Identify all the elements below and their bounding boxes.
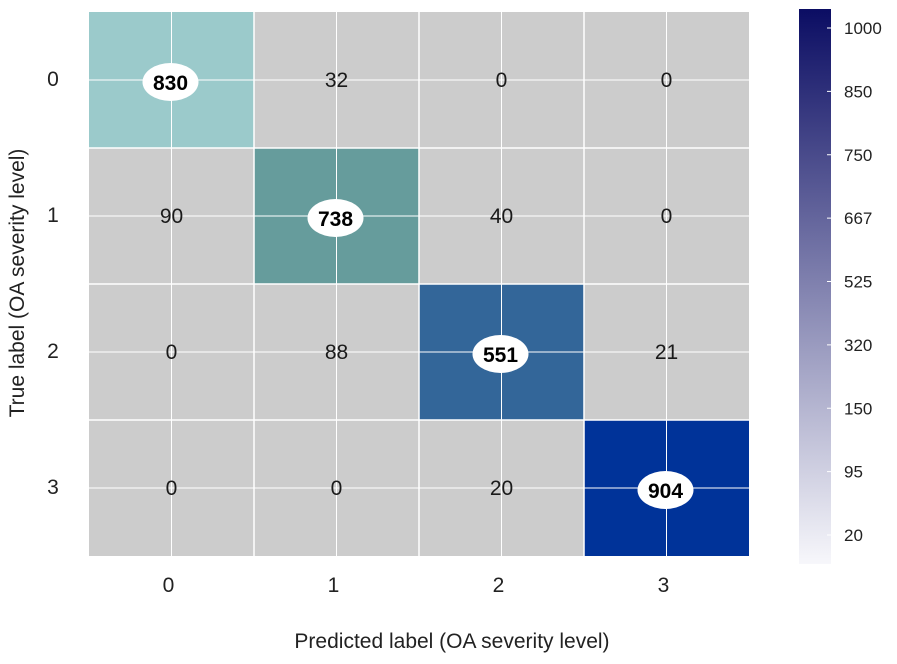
cell-value-label: 830 <box>153 72 188 95</box>
y-tick-label: 1 <box>47 204 59 227</box>
cell-value-label: 0 <box>166 477 178 500</box>
colorbar-tick-label: 20 <box>844 526 863 545</box>
grid-lines <box>89 12 749 556</box>
cell-value-label: 0 <box>496 69 508 92</box>
colorbar-tick-label: 667 <box>844 209 872 228</box>
cell-value-label: 21 <box>655 341 678 364</box>
y-tick-labels: 0 1 2 3 <box>47 68 59 499</box>
colorbar-tick-labels: 1000 850 750 667 525 320 150 95 20 <box>827 19 882 545</box>
cell-value-label: 551 <box>483 344 518 367</box>
colorbar-tick-label: 850 <box>844 82 872 101</box>
y-tick-label: 0 <box>47 68 59 91</box>
cell-value-label: 90 <box>160 205 183 228</box>
colorbar-tick-label: 525 <box>844 273 872 292</box>
cell-value-label: 40 <box>490 205 513 228</box>
diagonal-label-bubble <box>637 471 694 509</box>
cell-labels: 830 32 0 0 90 738 40 0 0 88 551 21 0 0 20 904 <box>142 63 694 509</box>
colorbar: 1000 850 750 667 525 320 150 95 20 <box>799 9 882 564</box>
x-tick-label: 0 <box>163 574 175 597</box>
diagonal-label-bubble <box>307 199 364 237</box>
diagonal-label-bubble <box>142 63 199 101</box>
y-axis-label: True label (OA severity level) <box>6 149 29 418</box>
x-tick-label: 1 <box>328 574 340 597</box>
cell-value-label: 20 <box>490 477 513 500</box>
cell-value-label: 904 <box>648 480 683 503</box>
colorbar-tick-label: 320 <box>844 336 872 355</box>
cell-value-label: 0 <box>661 69 673 92</box>
cell-value-label: 0 <box>166 341 178 364</box>
colorbar-tick-label: 1000 <box>844 19 882 38</box>
colorbar-gradient <box>799 9 831 564</box>
x-tick-labels: 0 1 2 3 <box>163 574 670 597</box>
cell-value-label: 88 <box>325 341 348 364</box>
x-axis-label: Predicted label (OA severity level) <box>294 630 609 653</box>
x-tick-label: 3 <box>658 574 670 597</box>
colorbar-tick-label: 95 <box>844 463 863 482</box>
x-tick-label: 2 <box>493 574 505 597</box>
diagonal-label-bubble <box>472 335 529 373</box>
cell-value-label: 0 <box>331 477 343 500</box>
y-tick-label: 2 <box>47 340 59 363</box>
cell-value-label: 32 <box>325 69 348 92</box>
y-tick-label: 3 <box>47 476 59 499</box>
cell-value-label: 738 <box>318 208 353 231</box>
colorbar-tick-label: 750 <box>844 146 872 165</box>
cell-value-label: 0 <box>661 205 673 228</box>
colorbar-tick-label: 150 <box>844 399 872 418</box>
